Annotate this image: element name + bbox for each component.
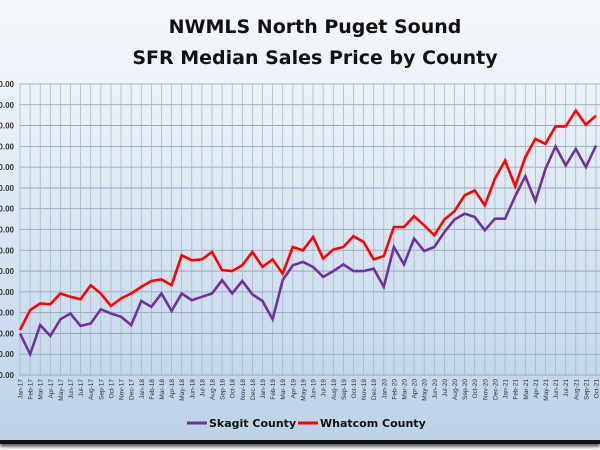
x-tick-label: Nov-17 — [119, 379, 126, 400]
x-tick-label: Nov-19 — [361, 379, 368, 400]
x-tick-label: Jan-19 — [260, 379, 267, 399]
x-tick-label: Jun-18 — [189, 379, 196, 399]
series-line-whatcom-county — [18, 108, 597, 331]
legend-label-whatcom: Whatcom County — [320, 417, 426, 430]
x-tick-label: Apr-17 — [48, 379, 55, 399]
legend: Skagit County Whatcom County — [187, 417, 426, 430]
y-tick-label: $300,000.00 — [0, 371, 15, 380]
x-tick-label: Dec-17 — [129, 379, 136, 400]
y-tick-label: $400,000.00 — [0, 288, 15, 297]
x-tick-label: Jun-19 — [311, 379, 318, 399]
x-tick-label: Oct-18 — [230, 379, 237, 399]
line-chart: NWMLS North Puget Sound SFR Median Sales… — [0, 16, 600, 430]
x-tick-label: Oct-19 — [351, 379, 358, 399]
x-axis-ticks: Jan-17 Feb-17 Mar-17 Apr-17 May-17 Jun-17 Jul-… — [18, 379, 600, 401]
y-tick-label: $550,000.00 — [0, 163, 15, 172]
x-tick-label: Oct-21 — [594, 379, 600, 399]
x-tick-label: Jul-17 — [78, 379, 85, 397]
chart-title: NWMLS North Puget Sound — [169, 16, 462, 38]
x-tick-label: Jul-21 — [563, 379, 570, 397]
x-tick-label: May-18 — [179, 379, 186, 401]
y-tick-label: $450,000.00 — [0, 246, 15, 255]
y-tick-label: $600,000.00 — [0, 122, 15, 131]
x-tick-label: Sep-17 — [98, 379, 105, 400]
x-tick-label: Jan-17 — [18, 379, 25, 399]
y-tick-label: $500,000.00 — [0, 205, 15, 214]
gridlines — [19, 83, 600, 376]
y-axis-ticks: $300,000.00 $325,000.00 $350,000.00 $375,00… — [0, 80, 15, 380]
x-tick-label: Jan-18 — [139, 379, 146, 399]
y-tick-label: $475,000.00 — [0, 226, 15, 235]
x-tick-label: Jan-20 — [381, 379, 388, 399]
x-tick-label: Apr-19 — [290, 379, 297, 399]
x-tick-label: Oct-20 — [472, 379, 479, 399]
x-tick-label: Jun-17 — [68, 379, 75, 399]
y-tick-label: $425,000.00 — [0, 267, 15, 276]
chart-subtitle: SFR Median Sales Price by County — [132, 47, 498, 69]
x-tick-label: Oct-17 — [108, 379, 115, 399]
x-tick-label: May-20 — [422, 379, 429, 401]
x-tick-label: Apr-21 — [533, 379, 540, 399]
y-tick-label: $350,000.00 — [0, 329, 15, 338]
x-tick-label: Mar-18 — [159, 379, 166, 400]
y-tick-label: $375,000.00 — [0, 309, 15, 318]
x-tick-label: Aug-21 — [573, 379, 580, 400]
x-tick-label: Jun-21 — [553, 379, 560, 399]
x-tick-label: May-17 — [58, 379, 65, 401]
x-tick-label: Aug-18 — [210, 379, 217, 400]
x-tick-label: Apr-20 — [412, 379, 419, 399]
x-tick-label: Apr-18 — [169, 379, 176, 399]
y-tick-label: $325,000.00 — [0, 350, 15, 359]
x-tick-label: Jul-18 — [199, 379, 206, 397]
x-tick-label: Jan-21 — [503, 379, 510, 399]
x-tick-label: Sep-19 — [341, 379, 348, 400]
y-tick-label: $525,000.00 — [0, 184, 15, 193]
x-tick-label: Aug-17 — [88, 379, 95, 400]
x-tick-label: Feb-20 — [391, 379, 398, 400]
x-tick-label: Feb-19 — [270, 379, 277, 400]
x-tick-label: Jul-19 — [321, 379, 328, 397]
y-tick-label: $575,000.00 — [0, 142, 15, 151]
series-lines — [18, 108, 598, 358]
x-tick-label: Feb-18 — [149, 379, 156, 400]
x-tick-label: Nov-20 — [482, 379, 489, 400]
x-tick-label: May-21 — [543, 379, 550, 401]
legend-label-skagit: Skagit County — [209, 417, 296, 430]
x-tick-label: Sep-18 — [220, 379, 227, 400]
x-tick-label: Dec-20 — [492, 379, 499, 400]
x-tick-label: Aug-20 — [452, 379, 459, 400]
x-tick-label: Jul-20 — [442, 379, 449, 397]
x-tick-label: Feb-21 — [513, 379, 520, 400]
x-tick-label: Mar-17 — [38, 379, 45, 400]
y-tick-label: $650,000.00 — [0, 80, 15, 89]
x-tick-label: Mar-21 — [523, 379, 530, 400]
x-tick-label: Nov-18 — [240, 379, 247, 400]
x-tick-label: Mar-19 — [280, 379, 287, 400]
y-tick-label: $625,000.00 — [0, 101, 15, 110]
x-tick-label: Feb-17 — [28, 379, 35, 400]
x-tick-label: Dec-19 — [371, 379, 378, 400]
x-tick-label: Aug-19 — [331, 379, 338, 400]
x-tick-label: Jun-20 — [432, 379, 439, 399]
x-tick-label: Dec-18 — [250, 379, 257, 400]
x-tick-label: Sep-21 — [583, 379, 590, 400]
x-tick-label: Sep-20 — [462, 379, 469, 400]
x-tick-label: Mar-20 — [402, 379, 409, 400]
x-tick-label: May-19 — [300, 379, 307, 401]
series-line-skagit-county — [18, 143, 598, 358]
